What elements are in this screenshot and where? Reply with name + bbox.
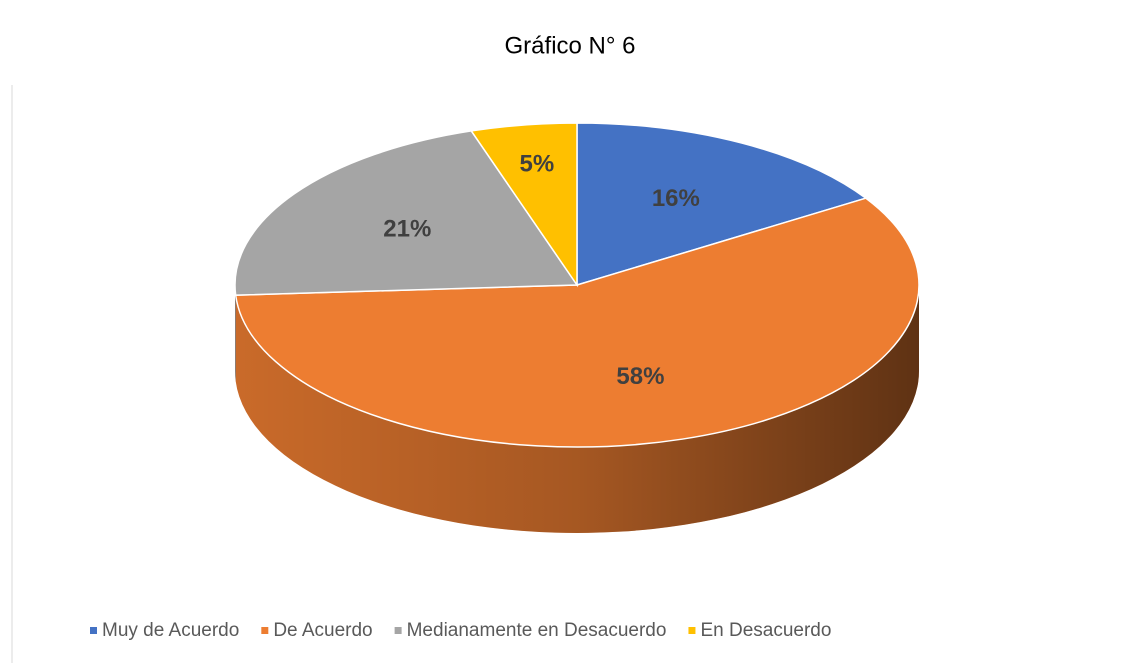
legend: Muy de Acuerdo De Acuerdo Medianamente en …	[90, 620, 831, 641]
legend-label: En Desacuerdo	[700, 620, 831, 641]
data-label: 16%	[652, 185, 700, 212]
legend-label: Muy de Acuerdo	[102, 620, 239, 641]
chart-title: Gráfico N° 6	[505, 32, 636, 59]
slice	[470, 122, 578, 288]
slice	[576, 122, 868, 287]
legend-label: Medianamente en Desacuerdo	[407, 620, 667, 641]
legend-swatch	[688, 627, 696, 634]
data-label: 5%	[520, 150, 555, 177]
legend-swatch	[90, 627, 97, 634]
legend-swatch	[394, 627, 402, 634]
pie	[234, 122, 920, 533]
slice	[234, 197, 920, 448]
legend-label: De Acuerdo	[273, 620, 372, 641]
data-labels: 16% 58% 21% 5%	[383, 150, 700, 389]
legend-swatch	[261, 627, 269, 634]
data-label: 58%	[616, 363, 664, 390]
slice-side-shade	[235, 285, 236, 382]
data-label: 21%	[383, 216, 431, 243]
slice	[234, 130, 579, 296]
slice-side-shade	[235, 285, 919, 533]
